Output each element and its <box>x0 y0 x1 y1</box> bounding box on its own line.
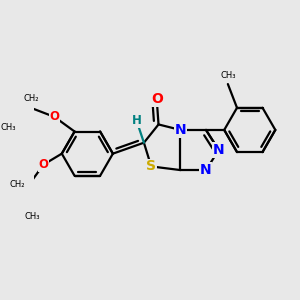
Text: O: O <box>151 92 163 106</box>
Text: CH₃: CH₃ <box>25 212 40 221</box>
Text: CH₂: CH₂ <box>23 94 38 103</box>
Text: N: N <box>200 163 212 177</box>
Text: S: S <box>146 159 156 173</box>
Text: O: O <box>38 158 49 171</box>
Text: O: O <box>50 110 59 123</box>
Text: CH₂: CH₂ <box>10 180 25 189</box>
Text: CH₃: CH₃ <box>220 71 236 80</box>
Text: N: N <box>175 123 186 137</box>
Text: CH₃: CH₃ <box>1 123 16 132</box>
Text: N: N <box>213 143 225 157</box>
Text: H: H <box>132 114 142 127</box>
